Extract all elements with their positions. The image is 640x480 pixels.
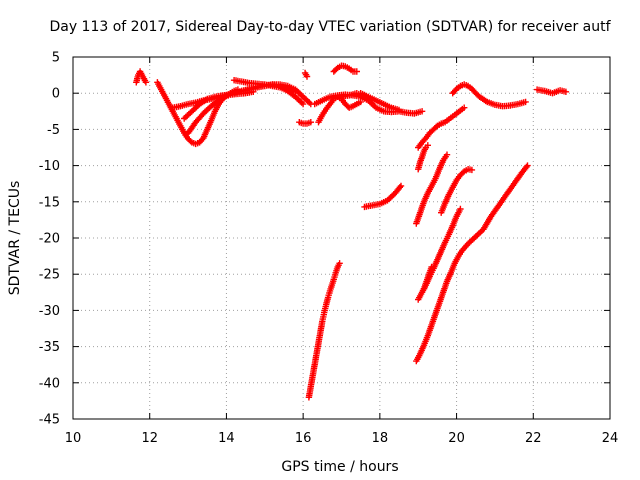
series-arc-16: [533, 86, 570, 97]
plus-markers: [361, 182, 405, 211]
series-arc-19: [415, 142, 431, 173]
x-tick-label: 22: [525, 431, 542, 446]
series-arc-13: [338, 90, 368, 100]
y-tick-label: -40: [39, 376, 60, 391]
y-tick-label: -5: [47, 123, 60, 138]
series-arc-24: [305, 260, 343, 401]
series-arc-8: [301, 69, 311, 80]
plus-markers: [154, 79, 242, 148]
x-tick-label: 14: [218, 431, 235, 446]
plus-markers: [338, 90, 368, 100]
x-axis-label: GPS time / hours: [281, 459, 398, 475]
series-arc-20: [438, 166, 476, 216]
series-arc-7: [296, 119, 314, 127]
y-tick-label: -15: [39, 195, 60, 210]
y-tick-label: -25: [39, 268, 60, 283]
plus-markers: [181, 88, 257, 122]
series-arc-11: [330, 62, 360, 75]
plus-markers: [415, 142, 431, 173]
y-tick-label: -10: [39, 159, 60, 174]
y-tick-label: -35: [39, 340, 60, 355]
plus-markers: [133, 68, 150, 86]
plus-markers: [413, 162, 531, 365]
plus-markers: [533, 86, 570, 97]
grid-lines: [73, 57, 610, 419]
plus-markers: [230, 77, 307, 108]
series-arc-23: [413, 162, 531, 365]
series-arc-1: [133, 68, 150, 86]
series-arc-5: [181, 88, 257, 122]
x-tick-label: 10: [65, 431, 82, 446]
data-marks: [133, 62, 570, 401]
y-tick-label: 5: [52, 51, 60, 66]
y-tick-label: -20: [39, 232, 60, 247]
plus-markers: [438, 166, 476, 216]
series-arc-15: [449, 81, 529, 110]
plus-markers: [415, 104, 468, 151]
plus-markers: [301, 69, 311, 80]
x-tick-label: 12: [141, 431, 158, 446]
plus-markers: [305, 260, 343, 401]
plus-markers: [330, 62, 360, 75]
series-arc-6: [230, 77, 307, 108]
plot-frame: [72, 56, 611, 420]
x-tick-label: 18: [372, 431, 389, 446]
x-tick-label: 20: [448, 431, 465, 446]
x-tick-label: 24: [602, 431, 619, 446]
tick-labels: 10 12 14 16 18 20 22 24 5 0 -5 -10 -15 -20 -25 -30 -35 -4…: [39, 51, 619, 447]
series-arc-14: [415, 104, 468, 151]
y-tick-label: 0: [52, 87, 60, 102]
series-arc-17: [361, 182, 405, 211]
plus-markers: [420, 263, 435, 292]
series-arc-2: [154, 79, 242, 148]
y-axis-label: SDTVAR / TECUs: [7, 181, 23, 296]
chart-title: Day 113 of 2017, Sidereal Day-to-day VTE…: [49, 19, 611, 35]
plus-markers: [449, 81, 529, 110]
x-tick-label: 16: [295, 431, 312, 446]
y-tick-label: -45: [39, 413, 60, 428]
plus-markers: [296, 119, 314, 127]
series-arc-22: [420, 263, 435, 292]
series-arc-18: [413, 151, 451, 227]
plus-markers: [413, 151, 451, 227]
y-tick-label: -30: [39, 304, 60, 319]
